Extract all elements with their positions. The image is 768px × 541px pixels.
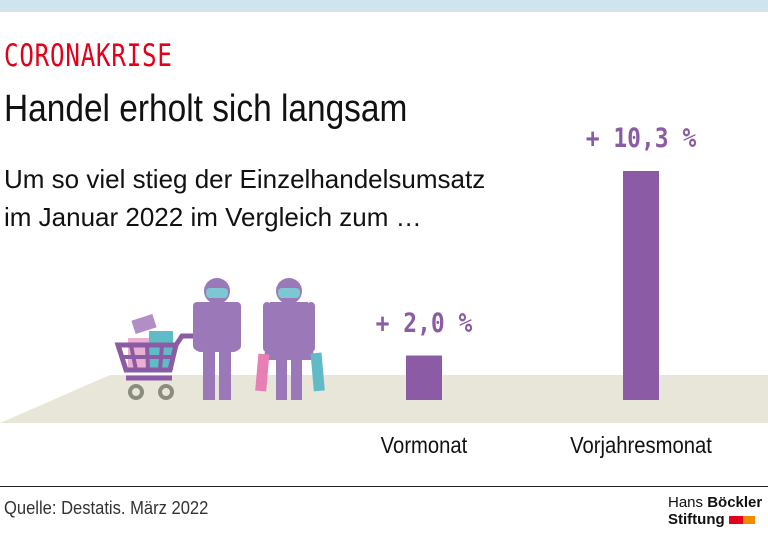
- footer-divider: [0, 486, 768, 487]
- woman-with-mask-icon: [255, 278, 325, 400]
- source-note: Quelle: Destatis. März 2022: [4, 498, 209, 518]
- kicker: CORONAKRISE: [4, 38, 173, 74]
- data-label: + 10,3 %: [585, 123, 697, 154]
- man-with-mask-icon: [193, 278, 241, 400]
- shopping-cart-icon: [114, 313, 197, 400]
- floor: [0, 375, 768, 423]
- data-label: + 2,0 %: [375, 307, 473, 339]
- category-label: Vorjahresmonat: [570, 432, 712, 458]
- top-band: [0, 0, 768, 12]
- chart: [0, 171, 768, 423]
- subtitle-line-1: Um so viel stieg der Einzelhandelsumsatz: [4, 164, 486, 194]
- page-title: Handel erholt sich langsam: [4, 88, 408, 130]
- shopping-bag-teal: [310, 352, 325, 392]
- shopping-bag-pink: [255, 353, 270, 392]
- bar-vorjahresmonat: [623, 171, 659, 400]
- subtitle: Um so viel stieg der Einzelhandelsumsatz…: [4, 160, 644, 236]
- hans-boeckler-logo: Hans Böckler Stiftung: [668, 494, 763, 528]
- category-label: Vormonat: [380, 432, 468, 458]
- subtitle-line-2: im Januar 2022 im Vergleich zum …: [4, 202, 422, 232]
- bar-vormonat: [406, 355, 442, 400]
